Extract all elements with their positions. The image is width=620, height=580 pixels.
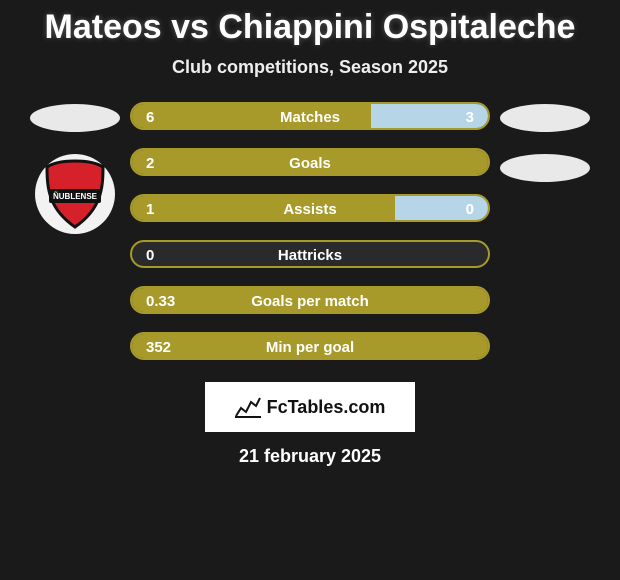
stat-value-left: 0.33 (146, 288, 175, 314)
stat-bar: 2 Goals (130, 148, 490, 176)
stat-bars: 6 Matches 3 2 Goals 1 Assists 0 0 Hattricks 0.33 Go… (130, 102, 490, 360)
stat-seg-right (395, 196, 488, 220)
stat-label: Min per goal (266, 334, 354, 360)
comparison-block: ÑUBLENSE 6 Matches 3 2 Goals 1 Assists 0 0 Hattri… (0, 102, 620, 360)
stat-bar: 6 Matches 3 (130, 102, 490, 130)
left-side: ÑUBLENSE (20, 102, 130, 360)
brand-chart-icon (235, 396, 261, 418)
stat-bar: 0.33 Goals per match (130, 286, 490, 314)
page-title: Mateos vs Chiappini Ospitaleche (0, 8, 620, 47)
player2-club-placeholder-icon (500, 154, 590, 182)
stat-value-left: 6 (146, 104, 154, 130)
generation-date: 21 february 2025 (0, 446, 620, 467)
stat-bar: 0 Hattricks (130, 240, 490, 268)
badge-label: ÑUBLENSE (53, 192, 98, 201)
stat-label: Matches (280, 104, 340, 130)
player2-placeholder-icon (500, 104, 590, 132)
brand-name: FcTables.com (267, 397, 386, 418)
stat-value-left: 1 (146, 196, 154, 222)
right-side (490, 102, 600, 360)
stat-label: Hattricks (278, 242, 342, 268)
brand-badge: FcTables.com (205, 382, 415, 432)
stat-label: Assists (283, 196, 336, 222)
stat-value-left: 0 (146, 242, 154, 268)
stat-label: Goals per match (251, 288, 369, 314)
player1-club-badge: ÑUBLENSE (35, 154, 115, 234)
stat-bar: 352 Min per goal (130, 332, 490, 360)
stat-value-left: 2 (146, 150, 154, 176)
stat-value-right: 3 (466, 104, 474, 130)
shield-icon: ÑUBLENSE (43, 159, 107, 229)
stat-value-right: 0 (466, 196, 474, 222)
stat-bar: 1 Assists 0 (130, 194, 490, 222)
stat-value-left: 352 (146, 334, 171, 360)
player1-placeholder-icon (30, 104, 120, 132)
stat-label: Goals (289, 150, 331, 176)
page-subtitle: Club competitions, Season 2025 (0, 57, 620, 78)
stat-seg-left (132, 196, 395, 220)
